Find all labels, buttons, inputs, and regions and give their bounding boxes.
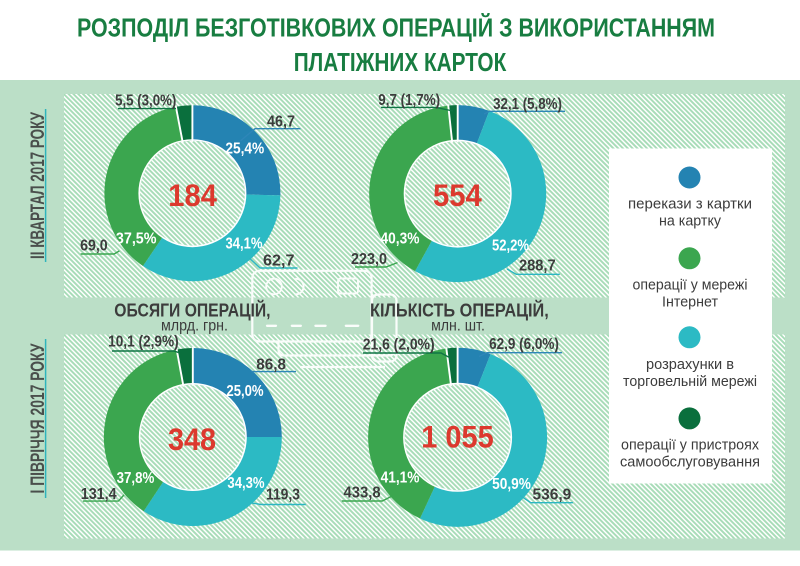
svg-text:41,1%: 41,1%	[381, 469, 420, 486]
svg-text:І ПІВРІЧЧЯ 2017 РОКУ: І ПІВРІЧЧЯ 2017 РОКУ	[28, 343, 49, 493]
svg-text:86,8: 86,8	[256, 357, 286, 374]
svg-text:21,6 (2,0%): 21,6 (2,0%)	[363, 337, 435, 354]
svg-text:34,1%: 34,1%	[225, 236, 262, 253]
svg-text:348: 348	[168, 421, 216, 457]
svg-text:32,1 (5,8%): 32,1 (5,8%)	[493, 96, 562, 113]
svg-text:40,3%: 40,3%	[381, 230, 420, 247]
svg-text:119,3: 119,3	[266, 487, 300, 504]
svg-text:536,9: 536,9	[533, 486, 572, 503]
svg-text:1 055: 1 055	[421, 419, 494, 455]
svg-text:млрд. грн.: млрд. грн.	[161, 317, 228, 334]
svg-text:перекази з картки: перекази з картки	[628, 196, 752, 213]
svg-text:операції у мережі: операції у мережі	[633, 277, 748, 294]
svg-text:млн. шт.: млн. шт.	[431, 317, 485, 334]
svg-text:46,7: 46,7	[267, 113, 295, 130]
svg-text:розрахунки в: розрахунки в	[646, 356, 734, 373]
svg-text:торговельній мережі: торговельній мережі	[623, 373, 757, 390]
svg-text:Інтернет: Інтернет	[662, 294, 718, 311]
svg-text:223,0: 223,0	[351, 251, 387, 268]
svg-text:433,8: 433,8	[344, 485, 381, 502]
svg-text:50,9%: 50,9%	[492, 476, 531, 493]
svg-text:ПЛАТІЖНИХ КАРТОК: ПЛАТІЖНИХ КАРТОК	[294, 47, 507, 77]
svg-text:5,5 (3,0%): 5,5 (3,0%)	[115, 92, 176, 109]
svg-text:37,5%: 37,5%	[116, 230, 157, 247]
svg-text:69,0: 69,0	[80, 237, 108, 254]
svg-text:37,8%: 37,8%	[117, 470, 155, 487]
svg-text:РОЗПОДІЛ БЕЗГОТІВКОВИХ ОПЕРАЦІ: РОЗПОДІЛ БЕЗГОТІВКОВИХ ОПЕРАЦІЙ З ВИКОРИ…	[77, 13, 715, 43]
svg-text:52,2%: 52,2%	[492, 238, 529, 255]
svg-text:ІІ КВАРТАЛ 2017 РОКУ: ІІ КВАРТАЛ 2017 РОКУ	[28, 112, 49, 259]
svg-text:131,4: 131,4	[81, 486, 117, 503]
svg-text:КІЛЬКІСТЬ ОПЕРАЦІЙ,: КІЛЬКІСТЬ ОПЕРАЦІЙ,	[370, 299, 549, 320]
svg-text:9,7 (1,7%): 9,7 (1,7%)	[378, 92, 440, 109]
svg-text:операції у пристроях: операції у пристроях	[621, 437, 759, 454]
svg-text:554: 554	[433, 177, 482, 213]
svg-text:10,1 (2,9%): 10,1 (2,9%)	[108, 333, 179, 350]
svg-text:на картку: на картку	[659, 213, 721, 230]
svg-text:25,4%: 25,4%	[225, 140, 264, 157]
svg-text:62,7: 62,7	[263, 253, 295, 270]
svg-text:25,0%: 25,0%	[226, 383, 263, 400]
svg-text:самообслуговування: самообслуговування	[620, 454, 760, 471]
svg-text:34,3%: 34,3%	[227, 475, 264, 492]
svg-text:288,7: 288,7	[519, 258, 556, 275]
svg-text:ОБСЯГИ ОПЕРАЦІЙ,: ОБСЯГИ ОПЕРАЦІЙ,	[114, 299, 270, 320]
svg-text:184: 184	[168, 177, 217, 213]
svg-text:62,9 (6,0%): 62,9 (6,0%)	[489, 336, 559, 353]
